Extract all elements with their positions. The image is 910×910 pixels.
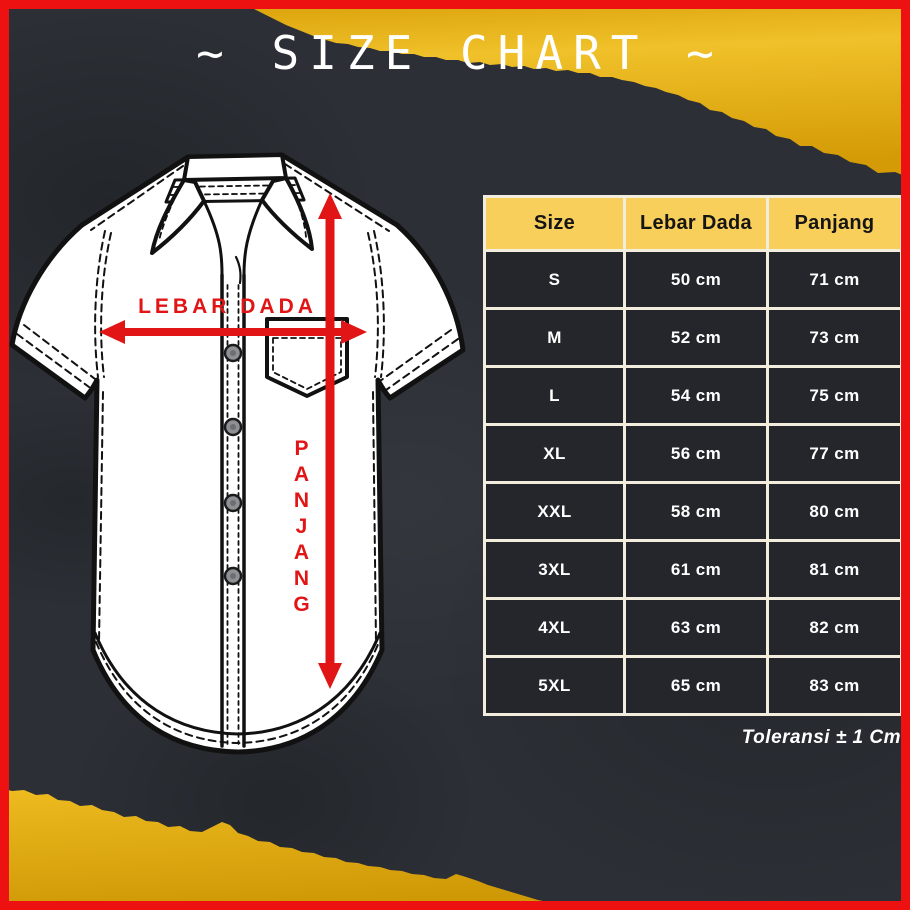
shirt-collar — [150, 153, 314, 277]
size-cell: XXL — [483, 481, 626, 542]
length-cell: 81 cm — [766, 539, 903, 600]
chest-cell: 54 cm — [622, 365, 770, 426]
chest-cell: 65 cm — [622, 655, 770, 716]
length-cell: 75 cm — [766, 365, 903, 426]
armhole-seams — [94, 230, 385, 378]
chest-cell: 56 cm — [622, 423, 770, 484]
table-row: 5XL 65 cm 83 cm — [483, 655, 903, 716]
page-title: ~ SIZE CHART ~ — [196, 26, 724, 80]
size-table: Size Lebar Dada Panjang S 50 cm 71 cm M … — [483, 195, 903, 716]
table-row: XL 56 cm 77 cm — [483, 423, 903, 484]
tolerance-note: Toleransi ± 1 Cm — [741, 727, 901, 748]
chest-cell: 58 cm — [622, 481, 770, 542]
size-cell: M — [483, 307, 626, 368]
table-header-row: Size Lebar Dada Panjang — [483, 195, 903, 252]
col-header-size: Size — [483, 195, 626, 252]
col-header-chest: Lebar Dada — [622, 195, 770, 252]
shirt-buttons — [223, 343, 243, 586]
cuff-stitching — [16, 324, 459, 391]
shirt-illustration — [9, 152, 466, 755]
size-cell: XL — [483, 423, 626, 484]
length-cell: 83 cm — [766, 655, 903, 716]
length-arrow — [318, 193, 342, 689]
table-row: 4XL 63 cm 82 cm — [483, 597, 903, 658]
length-cell: 82 cm — [766, 597, 903, 658]
chest-cell: 52 cm — [622, 307, 770, 368]
size-cell: 3XL — [483, 539, 626, 600]
size-cell: S — [483, 249, 626, 310]
table-row: 3XL 61 cm 81 cm — [483, 539, 903, 600]
length-label: PANJANG — [290, 437, 313, 619]
length-cell: 77 cm — [766, 423, 903, 484]
col-header-length: Panjang — [766, 195, 903, 252]
side-seams — [98, 391, 377, 644]
size-cell: L — [483, 365, 626, 426]
table-row: M 52 cm 73 cm — [483, 307, 903, 368]
chest-cell: 61 cm — [622, 539, 770, 600]
table-row: S 50 cm 71 cm — [483, 249, 903, 310]
torn-paper-bottom — [0, 788, 584, 910]
table-row: L 54 cm 75 cm — [483, 365, 903, 426]
length-cell: 71 cm — [766, 249, 903, 310]
size-cell: 5XL — [483, 655, 626, 716]
shirt-placket — [220, 255, 246, 748]
shoulder-seams — [90, 163, 390, 232]
chest-width-arrow — [99, 320, 367, 344]
table-row: XXL 58 cm 80 cm — [483, 481, 903, 542]
shirt-body — [9, 152, 466, 755]
length-cell: 80 cm — [766, 481, 903, 542]
chest-width-label: LEBAR DADA — [138, 295, 317, 318]
chest-cell: 50 cm — [622, 249, 770, 310]
size-cell: 4XL — [483, 597, 626, 658]
chest-cell: 63 cm — [622, 597, 770, 658]
length-cell: 73 cm — [766, 307, 903, 368]
torn-paper-top — [233, 0, 910, 178]
